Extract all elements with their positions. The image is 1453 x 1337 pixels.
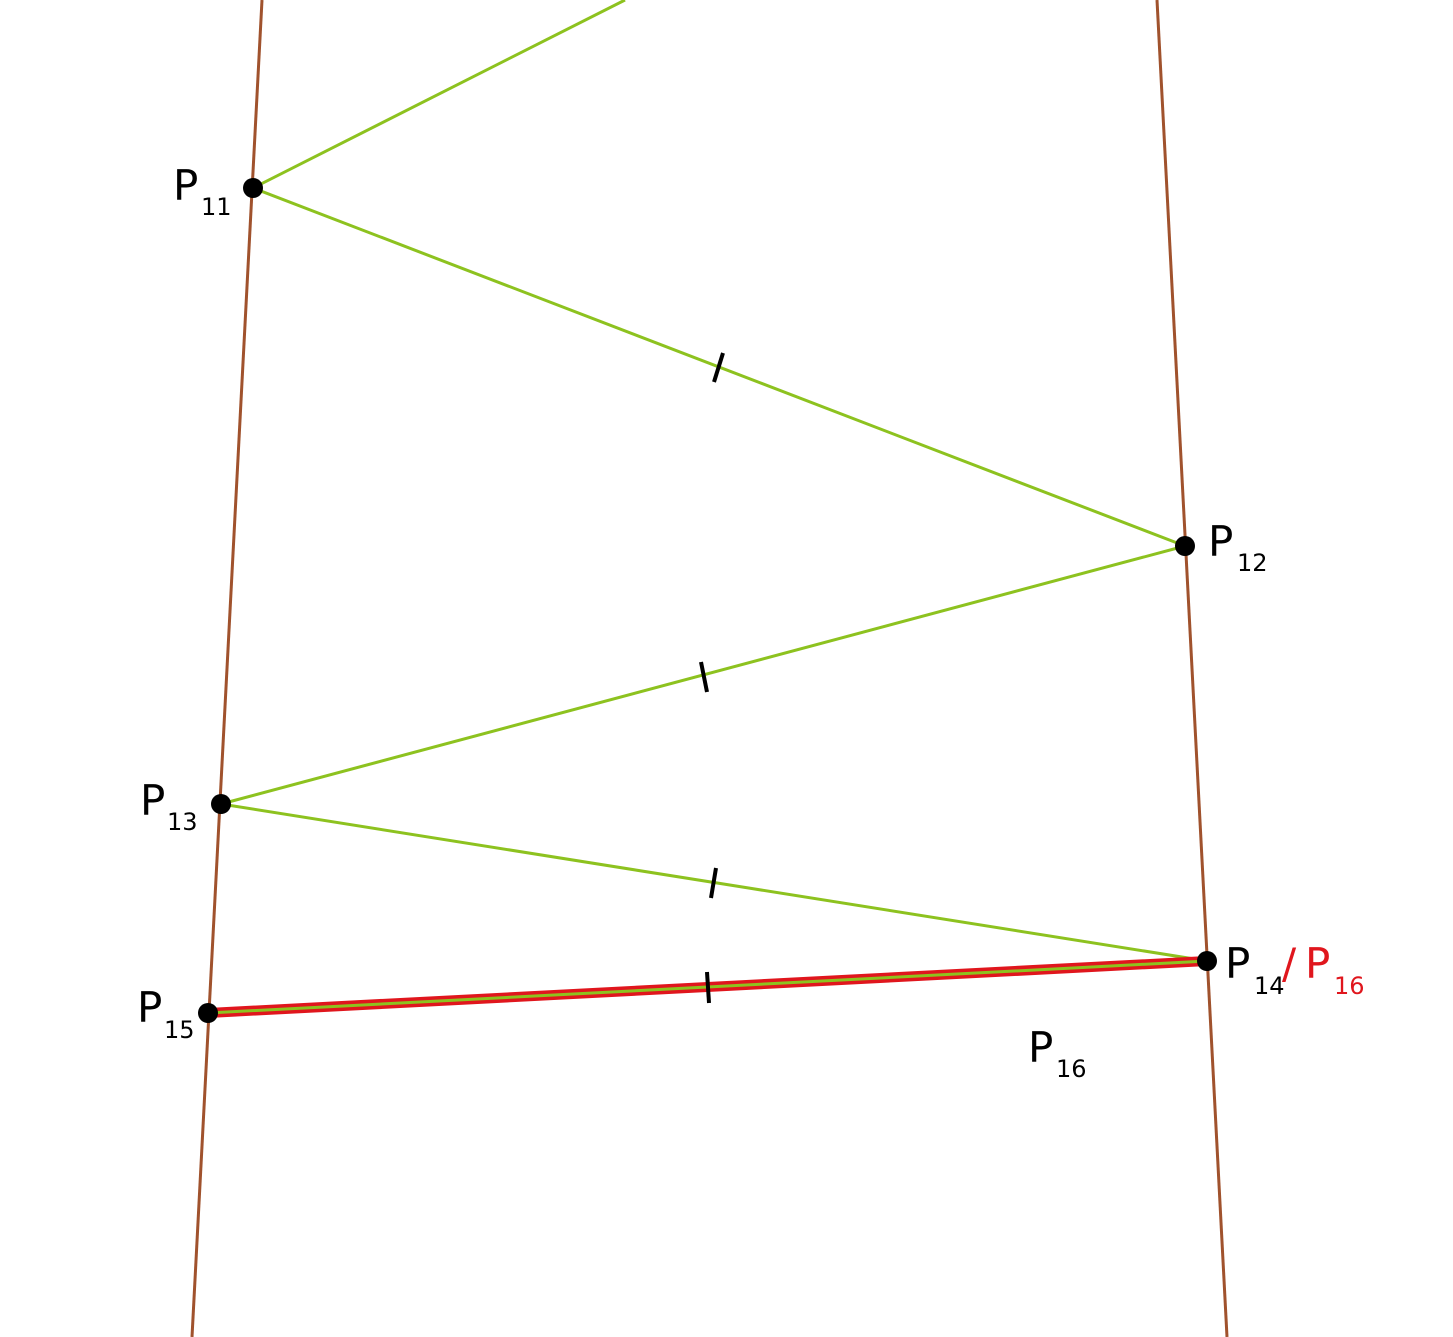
point-label: P <box>137 983 162 1032</box>
point-subscript: 11 <box>201 193 232 221</box>
point <box>243 178 263 198</box>
point-subscript: 16 <box>1334 972 1365 1000</box>
zigzag <box>220 0 1208 963</box>
point <box>1175 536 1195 556</box>
point-label: P <box>1208 517 1233 566</box>
point-label: P <box>1028 1023 1053 1072</box>
points <box>198 178 1217 1023</box>
point-label: P <box>140 776 165 825</box>
point-subscript: 15 <box>164 1016 195 1044</box>
segment <box>252 0 626 190</box>
tick <box>705 971 711 1004</box>
point-subscript: 13 <box>167 808 198 836</box>
point <box>198 1003 218 1023</box>
tick <box>699 661 709 693</box>
point-label: P <box>173 161 198 210</box>
separator: / <box>1282 939 1297 988</box>
left-line <box>190 0 264 1337</box>
tick <box>712 352 725 383</box>
right-line <box>1155 0 1229 1337</box>
tick-marks <box>699 352 725 1004</box>
tick <box>709 867 718 899</box>
point-label: P <box>1305 939 1330 988</box>
point-label: P <box>1225 939 1250 988</box>
point-subscript: 12 <box>1237 549 1268 577</box>
point <box>211 794 231 814</box>
point <box>1197 951 1217 971</box>
point-subscript: 14 <box>1254 972 1285 1000</box>
point-subscript: 16 <box>1056 1055 1087 1083</box>
